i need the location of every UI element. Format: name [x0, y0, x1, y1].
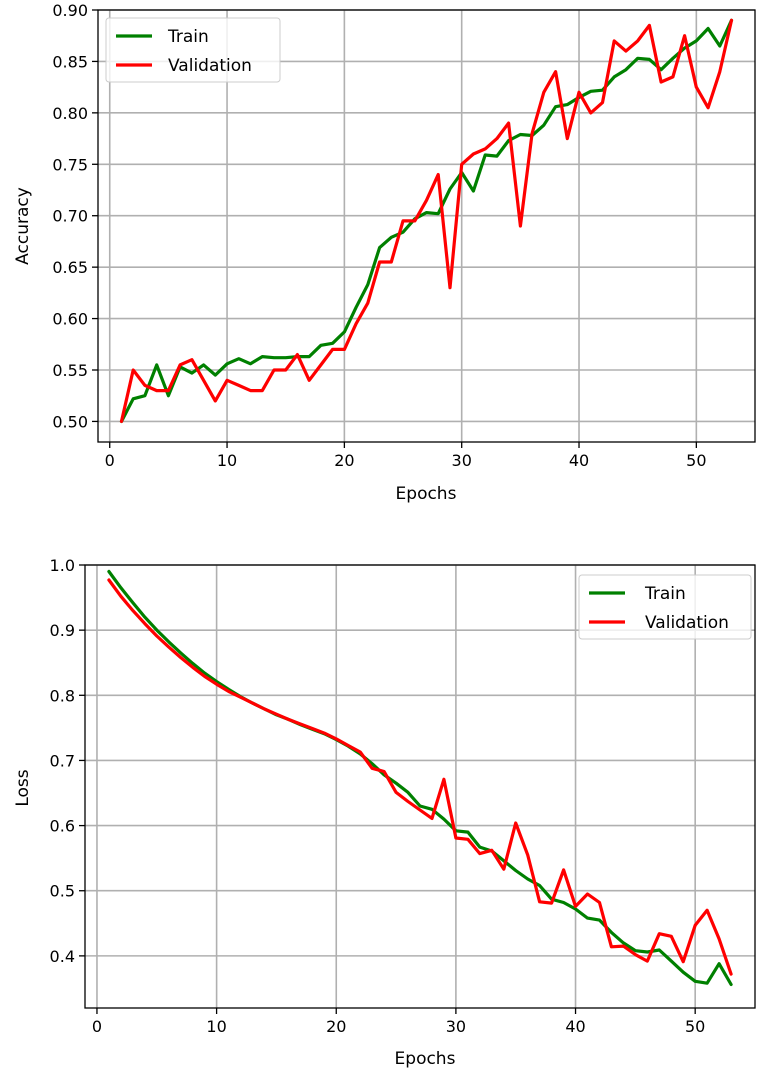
accuracy-legend-validation-label: Validation: [168, 56, 252, 76]
loss-legend: Train Validation: [578, 574, 752, 640]
loss-x-tick-label: 50: [685, 1017, 705, 1036]
accuracy-legend: Train Validation: [105, 17, 281, 83]
accuracy-x-axis-label: Epochs: [396, 484, 457, 504]
loss-chart: 0 10 20 30 40 500.40.50.60.70.80.91.0 Epochs …: [13, 556, 756, 1069]
accuracy-y-axis-label: Accuracy: [13, 187, 33, 265]
accuracy-x-tick-label: 0: [105, 451, 115, 470]
accuracy-y-tick-label: 0.50: [52, 412, 88, 431]
accuracy-validation-line: [119, 18, 734, 423]
loss-legend-validation-label: Validation: [645, 613, 729, 633]
accuracy-plot-frame: [97, 9, 756, 443]
loss-x-axis-label: Epochs: [395, 1049, 456, 1069]
loss-x-tick-label: 10: [206, 1017, 226, 1036]
loss-y-axis-label: Loss: [13, 769, 33, 806]
accuracy-chart: 0 10 20 30 40 50 0.50 0.55 0.60 0.65 0.70 0.75 0.80 0…: [13, 1, 756, 504]
loss-y-tick-label: 0.4: [50, 947, 75, 966]
accuracy-y-tick-label: 0.60: [52, 310, 88, 329]
accuracy-series: [119, 18, 734, 423]
accuracy-y-tick-label: 0.70: [52, 207, 88, 226]
loss-train-line: [107, 569, 733, 987]
accuracy-y-tick-label: 0.55: [52, 361, 88, 380]
accuracy-x-tick-label: 40: [569, 451, 589, 470]
loss-series: [107, 569, 733, 987]
loss-x-tick-label: 40: [565, 1017, 585, 1036]
loss-y-tick-label: 0.7: [50, 751, 75, 770]
accuracy-y-tick-label: 0.90: [52, 1, 88, 20]
loss-ticks: 0 10 20 30 40 50 0.4 0.5 0.6 0.7 0.8 0.9 1.0: [50, 556, 706, 1036]
accuracy-y-tick-label: 0.85: [52, 52, 88, 71]
accuracy-train-line: [119, 18, 734, 423]
loss-y-tick-label: 0.5: [50, 882, 75, 901]
accuracy-x-tick-label: 30: [452, 451, 472, 470]
loss-x-tick-label: 30: [446, 1017, 466, 1036]
loss-y-tick-label: 0.8: [50, 686, 75, 705]
loss-x-tick-label: 0: [92, 1017, 102, 1036]
accuracy-ticks: 0 10 20 30 40 50 0.50 0.55 0.60 0.65 0.70 0.75 0.80 0…: [52, 1, 706, 470]
accuracy-x-tick-label: 20: [334, 451, 354, 470]
accuracy-y-tick-label: 0.75: [52, 155, 88, 174]
loss-y-tick-label: 0.6: [50, 817, 75, 836]
accuracy-y-tick-label: 0.65: [52, 258, 88, 277]
loss-x-tick-label: 20: [326, 1017, 346, 1036]
accuracy-legend-train-label: Train: [167, 27, 209, 47]
loss-legend-train-label: Train: [644, 584, 686, 604]
loss-y-tick-label: 0.9: [50, 621, 75, 640]
loss-validation-line: [107, 578, 733, 976]
loss-y-tick-label: 1.0: [50, 556, 75, 575]
accuracy-x-tick-label: 50: [686, 451, 706, 470]
loss-plot-frame: [84, 564, 756, 1009]
accuracy-y-tick-label: 0.80: [52, 104, 88, 123]
accuracy-x-tick-label: 10: [217, 451, 237, 470]
